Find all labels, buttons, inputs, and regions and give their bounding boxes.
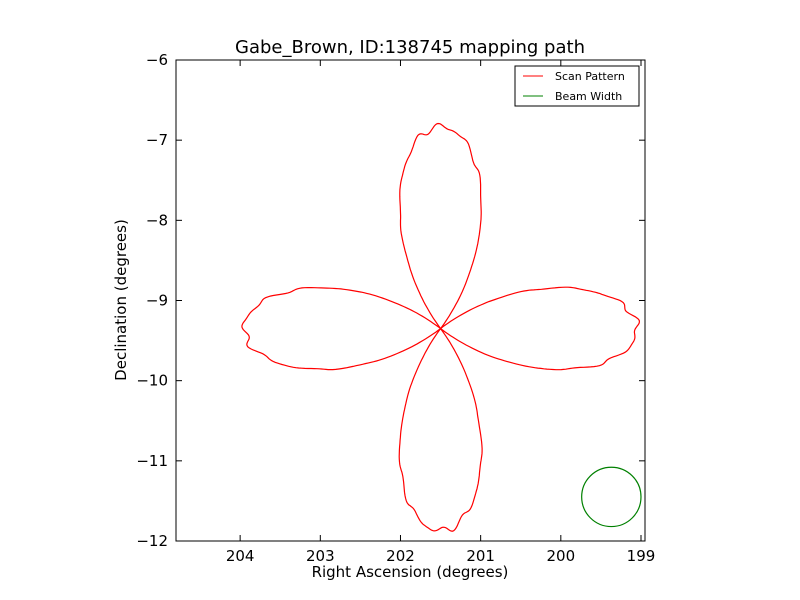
y-axis-ticks: −6 −7 −8 −9 −10 −11 −12: [136, 51, 645, 550]
legend-box: [514, 65, 640, 107]
series-scan-pattern: [241, 122, 641, 532]
y-tick-label: −10: [136, 372, 168, 390]
x-tick-label: 202: [386, 547, 415, 565]
plot-lines: [241, 122, 642, 532]
plot-frame: [175, 59, 646, 542]
x-tick-label: 203: [306, 547, 335, 565]
y-tick-label: −11: [136, 452, 168, 470]
x-axis-label: Right Ascension (degrees): [312, 563, 509, 581]
y-tick-label: −6: [146, 51, 168, 69]
chart-title: Gabe_Brown, ID:138745 mapping path: [235, 37, 585, 58]
x-tick-label: 201: [466, 547, 495, 565]
legend-label-beam-width: Beam Width: [555, 90, 622, 103]
y-axis-label: Declination (degrees): [112, 219, 130, 381]
y-tick-label: −9: [146, 292, 168, 310]
y-tick-label: −8: [146, 211, 168, 229]
y-tick-label: −7: [146, 131, 168, 149]
legend: Scan Pattern Beam Width: [514, 65, 640, 107]
x-tick-label: 199: [627, 547, 656, 565]
y-tick-label: −12: [136, 532, 168, 550]
legend-label-scan-pattern: Scan Pattern: [555, 70, 625, 83]
x-tick-label: 200: [547, 547, 576, 565]
series-beam-width: [581, 466, 642, 528]
x-tick-label: 204: [226, 547, 255, 565]
x-axis-ticks: 204 203 202 201 200 199: [226, 60, 655, 565]
